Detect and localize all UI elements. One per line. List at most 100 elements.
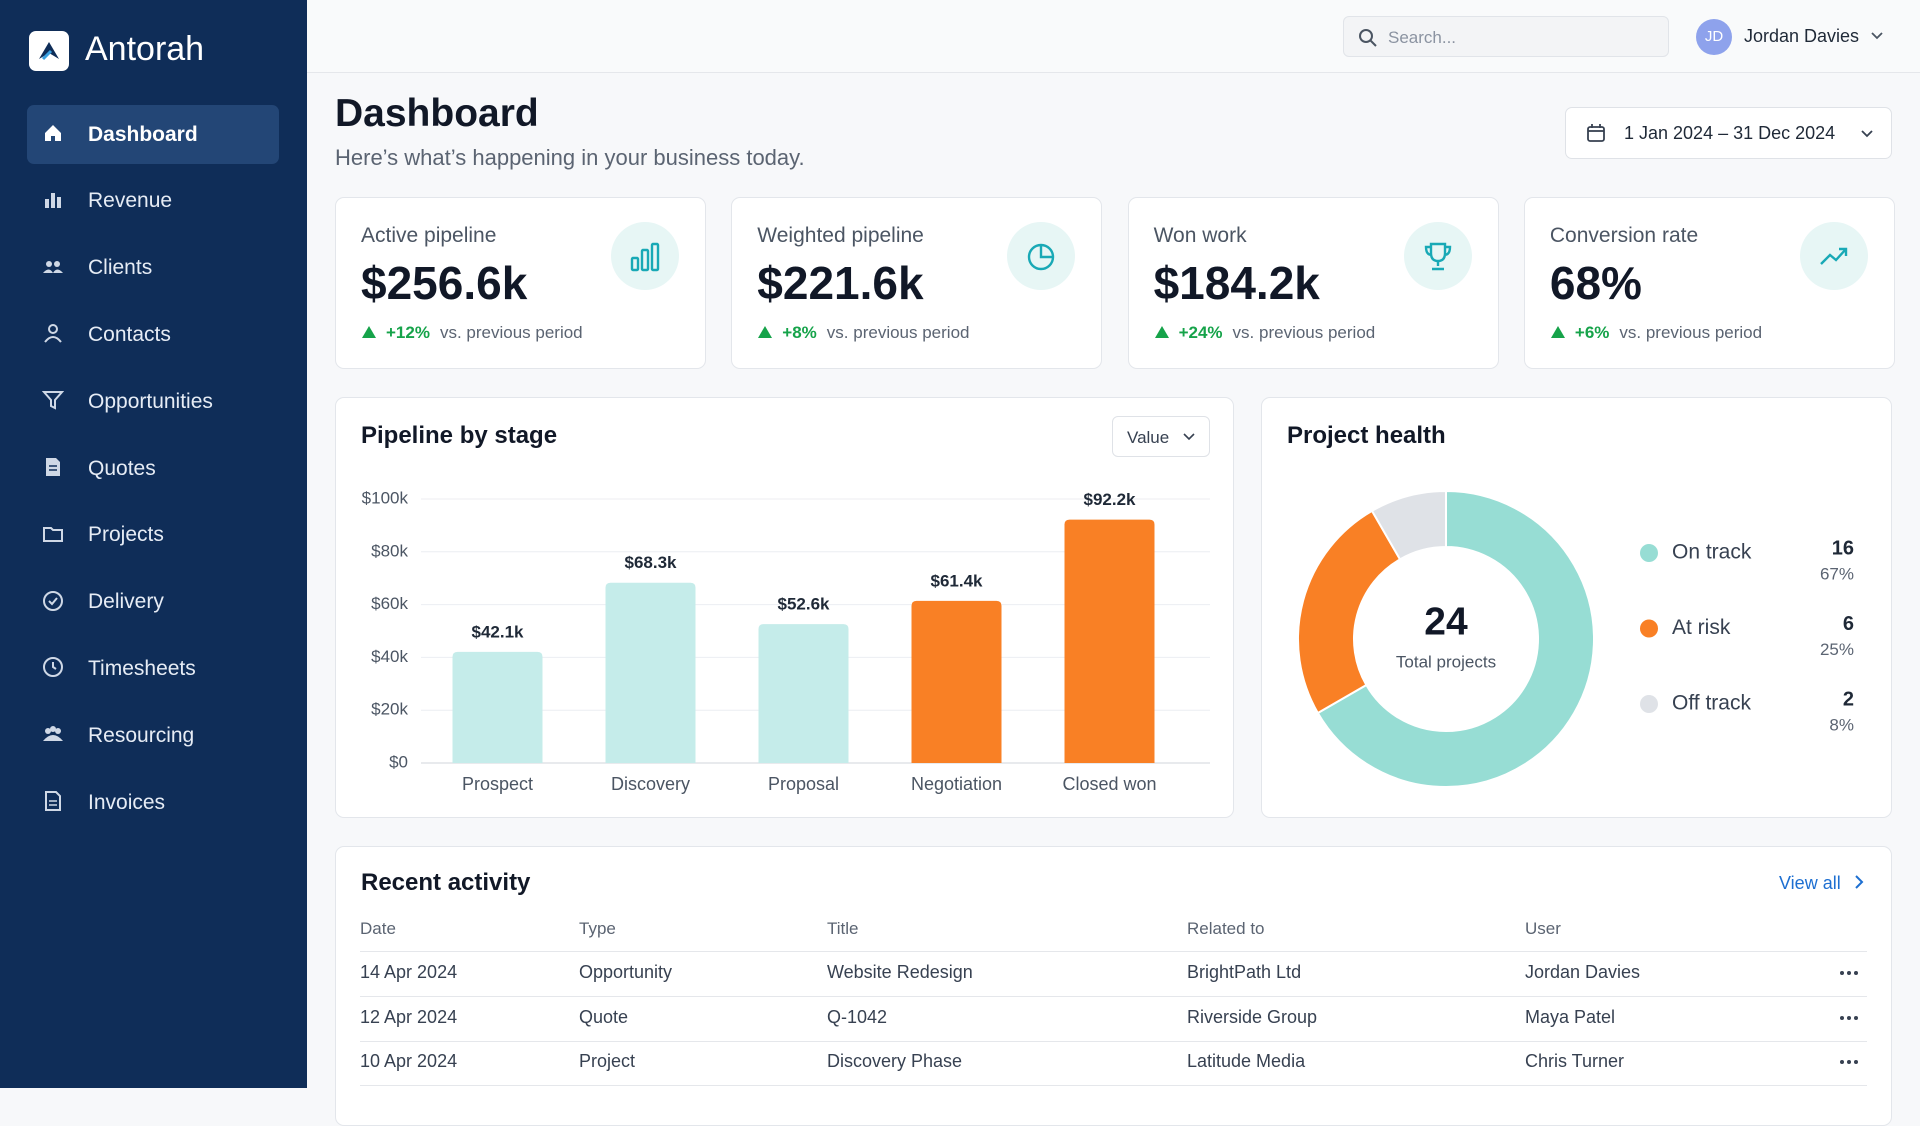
value-label: $92.2k: [1084, 490, 1137, 509]
page-title: Dashboard: [335, 92, 539, 135]
nav-label: Resourcing: [88, 723, 195, 747]
date-range-text: 1 Jan 2024 – 31 Dec 2024: [1624, 123, 1836, 143]
chart-title: Project health: [1287, 422, 1446, 449]
metric-dropdown[interactable]: Value: [1112, 416, 1210, 457]
user-name[interactable]: Jordan Davies: [1744, 26, 1860, 46]
date-range[interactable]: 1 Jan 2024 – 31 Dec 2024: [1565, 107, 1892, 159]
y-tick-label: $20k: [371, 700, 408, 719]
value-label: $68.3k: [625, 553, 678, 572]
chart-title: Pipeline by stage: [361, 422, 558, 449]
avatar[interactable]: JD: [1696, 19, 1732, 55]
kpi-note: vs. previous period: [1619, 323, 1763, 342]
kpi-note: vs. previous period: [439, 323, 583, 342]
nav-item[interactable]: Invoices: [27, 773, 279, 832]
nav-item[interactable]: Quotes: [27, 439, 279, 498]
nav-label: Timesheets: [88, 656, 196, 680]
kpi-label: Weighted pipeline: [757, 224, 924, 247]
nav-label: Invoices: [88, 790, 166, 814]
row-menu[interactable]: [1838, 1058, 1860, 1066]
table-cell: Quote: [579, 1006, 629, 1027]
page-subtitle: Here’s what’s happening in your business…: [335, 145, 805, 170]
search-icon: [1359, 29, 1377, 47]
donut-segment: [1316, 489, 1595, 788]
view-all-chevron[interactable]: [1854, 874, 1864, 890]
legend-dot: [1640, 695, 1658, 713]
column-header: Title: [827, 919, 859, 938]
search-box[interactable]: Search...: [1343, 16, 1669, 57]
kpi-value: $221.6k: [757, 257, 924, 309]
legend-dot: [1640, 619, 1658, 638]
table-title: Recent activity: [361, 869, 531, 896]
nav-label: Opportunities: [88, 389, 213, 413]
table-cell: 12 Apr 2024: [360, 1006, 458, 1027]
table-cell: Maya Patel: [1525, 1006, 1616, 1027]
logo: [29, 31, 69, 71]
nav-item[interactable]: Contacts: [27, 305, 279, 364]
x-tick-label: Negotiation: [911, 774, 1002, 794]
date-chevron: [1861, 130, 1873, 138]
kpi-label: Active pipeline: [361, 224, 497, 247]
legend-label: Off track: [1672, 692, 1751, 715]
table-cell: Riverside Group: [1187, 1006, 1318, 1027]
nav-item[interactable]: Opportunities: [27, 372, 279, 431]
up-arrow: [362, 326, 376, 338]
row-divider: [360, 951, 1867, 952]
nav-item[interactable]: Projects: [27, 506, 279, 565]
kpi-note: vs. previous period: [826, 323, 970, 342]
table-cell: Chris Turner: [1525, 1051, 1625, 1071]
y-tick-label: $100k: [362, 488, 409, 507]
up-arrow: [758, 326, 773, 338]
nav-item[interactable]: Timesheets: [27, 639, 279, 698]
legend-percent: 67%: [1820, 564, 1854, 583]
x-tick-label: Discovery: [611, 774, 690, 794]
row-menu[interactable]: [1838, 969, 1860, 977]
table-cell: Jordan Davies: [1525, 962, 1641, 982]
nav-item[interactable]: Revenue: [27, 172, 279, 231]
nav-label: Revenue: [88, 189, 173, 213]
row-divider: [360, 1085, 1867, 1086]
legend-label: At risk: [1672, 616, 1731, 639]
value-label: $61.4k: [931, 571, 984, 590]
user-chevron[interactable]: [1870, 31, 1884, 41]
sidebar: Antorah Dashboard Revenue Clients Contacts O…: [0, 0, 307, 1088]
legend-count: 2: [1843, 688, 1854, 710]
kpi-label: Won work: [1153, 224, 1247, 247]
bar: [1064, 519, 1155, 763]
nav-item[interactable]: Dashboard: [27, 105, 279, 164]
view-all-link[interactable]: View all: [1779, 873, 1841, 893]
bar: [605, 582, 696, 763]
donut-segment: [1297, 509, 1402, 715]
nav-icon: [43, 590, 63, 611]
legend-percent: 8%: [1829, 715, 1854, 734]
donut-segment: [1370, 489, 1447, 561]
nav-item[interactable]: Resourcing: [27, 706, 279, 765]
table-cell: 10 Apr 2024: [360, 1051, 458, 1071]
y-tick-label: $80k: [371, 541, 408, 560]
kpi-value: $184.2k: [1153, 257, 1320, 309]
nav-icon: [43, 526, 63, 542]
kpi-note: vs. previous period: [1232, 323, 1376, 342]
kpi-change: +24%: [1178, 323, 1223, 342]
y-tick-label: $0: [389, 752, 408, 771]
kpi-change: +6%: [1574, 323, 1610, 342]
legend-count: 6: [1843, 613, 1854, 635]
nav-item[interactable]: Clients: [27, 239, 279, 298]
pipeline-card: Pipeline by stage Value $0 $20k $40k $60k $8…: [335, 397, 1234, 818]
x-tick-label: Proposal: [768, 774, 839, 794]
search-placeholder: Search...: [1388, 28, 1457, 47]
kpi-icon: [1007, 222, 1076, 290]
nav-item[interactable]: Delivery: [27, 573, 279, 632]
legend-label: On track: [1672, 541, 1752, 564]
nav-label: Delivery: [88, 590, 164, 614]
dropdown-text: Value: [1127, 428, 1170, 447]
brand: Antorah: [85, 30, 205, 68]
nav-icon: [43, 260, 63, 273]
kpi-icon-glyph: [1028, 243, 1055, 271]
table-cell: BrightPath Ltd: [1187, 962, 1302, 982]
table-cell: Opportunity: [579, 962, 673, 982]
kpi-card: Active pipeline $256.6k +12% vs. previous p…: [335, 197, 706, 369]
bar: [452, 651, 543, 763]
row-menu[interactable]: [1838, 1014, 1860, 1022]
